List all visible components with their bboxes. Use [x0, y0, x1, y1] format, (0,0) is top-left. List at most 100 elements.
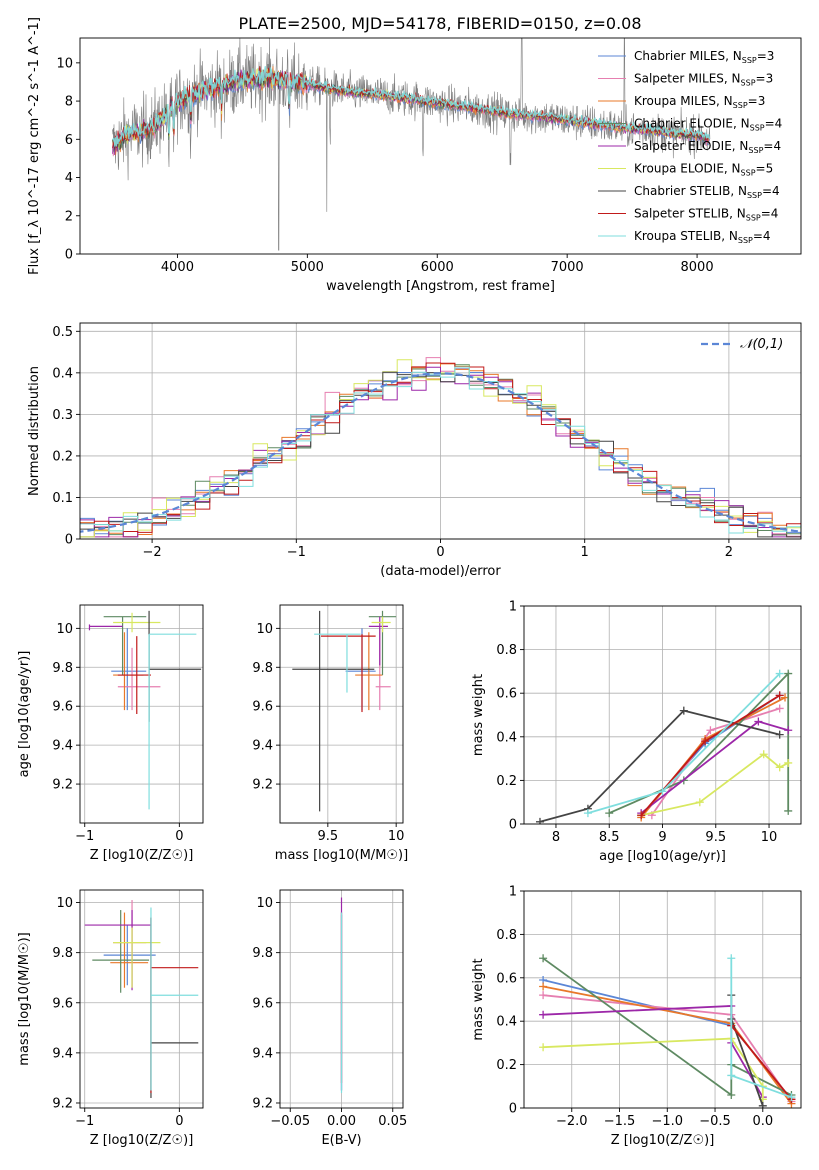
- y-tick-label: 9.4: [252, 1046, 273, 1061]
- legend-label: Chabrier ELODIE, NSSP=4: [634, 117, 782, 133]
- plus-marker: [539, 991, 548, 1000]
- plot-area: [80, 357, 801, 538]
- plus-marker: [637, 811, 646, 820]
- y-axis-label: mass weight: [471, 958, 486, 1040]
- x-tick-label: 0.05: [378, 1114, 407, 1129]
- plus-marker: [679, 706, 688, 715]
- plus-marker: [775, 669, 784, 678]
- plus-marker: [583, 809, 592, 818]
- legend-label: 𝒩(0,1): [740, 337, 783, 352]
- mass-weight-line: [543, 1037, 764, 1100]
- plus-marker: [787, 1093, 796, 1102]
- plot-area: [292, 610, 397, 812]
- panel-spectrum: 4000 5000 6000 7000 8000 0 2 4 6 8 10 wavelength [A…: [27, 17, 802, 294]
- legend-label: Kroupa MILES, NSSP=3: [634, 94, 765, 110]
- y-tick-label: 6: [65, 133, 73, 148]
- plus-marker: [539, 1043, 548, 1052]
- x-axis-label: age [log10(age/yr)]: [599, 849, 726, 864]
- plus-marker: [701, 737, 710, 746]
- plus-marker: [706, 726, 715, 735]
- y-tick-label: 0.2: [52, 449, 73, 464]
- plus-marker: [658, 787, 667, 796]
- y-tick-label: 2: [65, 209, 73, 224]
- axes-frame: [79, 604, 204, 824]
- plot-area: [111, 38, 711, 251]
- y-tick-label: 0.4: [496, 1015, 517, 1030]
- plus-marker: [784, 726, 793, 735]
- x-tick-label: −1: [75, 829, 94, 844]
- x-axis-label: Z [log10(Z/Z☉)]: [90, 848, 194, 863]
- axes-frame: [79, 37, 802, 255]
- panel-residuals: −2 −1 0 1 2 0 0.1 0.2 0.3 0.4 0.5 (data-model)/erro…: [27, 322, 802, 579]
- x-tick-label: −1.5: [604, 1114, 636, 1129]
- plus-marker: [775, 691, 784, 700]
- x-tick-label: 5000: [291, 260, 324, 275]
- x-axis-label: (data-model)/error: [380, 564, 501, 579]
- y-tick-label: 9.8: [52, 946, 73, 961]
- y-tick-label: 9.4: [52, 1046, 73, 1061]
- x-tick-label: 10: [761, 830, 778, 845]
- y-tick-label: 9.2: [252, 778, 273, 793]
- y-axis-label: age [log10(age/yr)]: [17, 651, 32, 778]
- plus-marker: [539, 954, 548, 963]
- y-tick-label: 0.8: [496, 928, 517, 943]
- observed-spectrum-line: [112, 38, 711, 251]
- panel-mass-vs-Z: −1 0 9.2 9.4 9.6 9.8 10 Z [log10(Z/Z☉)] mass [lo…: [17, 889, 204, 1148]
- y-axis-label: Normed distribution: [27, 366, 42, 496]
- y-tick-label: 9.4: [52, 739, 73, 754]
- x-tick-label: 8: [552, 830, 560, 845]
- model-spectrum-line: [111, 66, 711, 147]
- x-tick-label: 0: [175, 1114, 183, 1129]
- plus-marker: [775, 704, 784, 713]
- panel-weight-vs-Z: −2.0 −1.5 −1.0 −0.5 0.0 0 0.2 0.4 0.6 0.8 1 Z [log1…: [471, 885, 802, 1148]
- y-tick-label: 0.6: [496, 687, 517, 702]
- y-tick-label: 10: [56, 622, 73, 637]
- x-tick-label: 0: [436, 545, 444, 560]
- y-tick-label: 0.3: [52, 408, 73, 423]
- x-axis-label: E(B-V): [321, 1133, 361, 1148]
- y-tick-label: 0: [509, 1102, 517, 1117]
- y-tick-label: 9.8: [252, 661, 273, 676]
- x-axis-label: wavelength [Angstrom, rest frame]: [326, 279, 555, 294]
- plus-marker: [784, 669, 793, 678]
- plus-marker: [727, 1090, 736, 1099]
- plus-marker: [727, 1071, 736, 1080]
- x-tick-label: 6000: [421, 260, 454, 275]
- plus-marker: [539, 1010, 548, 1019]
- x-tick-label: 10: [388, 829, 405, 844]
- legend-label: Kroupa ELODIE, NSSP=5: [634, 162, 773, 178]
- plus-marker: [695, 798, 704, 807]
- residual-histogram-step: [80, 366, 801, 538]
- plus-marker: [758, 1101, 767, 1108]
- panel-weight-vs-age: 8 8.5 9 9.5 10 0 0.2 0.4 0.6 0.8 1 age [log10(age/y…: [471, 600, 802, 864]
- axes-frame: [523, 890, 802, 1109]
- y-tick-label: 9.4: [252, 739, 273, 754]
- x-tick-label: 8000: [681, 260, 714, 275]
- y-tick-label: 8: [65, 95, 73, 110]
- y-tick-label: 10: [256, 896, 273, 911]
- figure-title: PLATE=2500, MJD=54178, FIBERID=0150, z=0…: [238, 14, 641, 33]
- y-axis-label: mass [log10(M/M☉)]: [17, 932, 32, 1065]
- y-tick-label: 1: [509, 885, 517, 900]
- plus-marker: [754, 717, 763, 726]
- plus-marker: [605, 809, 614, 818]
- y-tick-label: 9.2: [252, 1096, 273, 1111]
- y-tick-label: 0: [65, 533, 73, 548]
- plot-area: [84, 900, 199, 1098]
- y-tick-label: 0: [509, 818, 517, 833]
- plus-marker: [539, 982, 548, 991]
- mass-weight-line: [587, 672, 781, 814]
- y-axis-label: Flux [f_λ 10^-17 erg cm^-2 s^-1 A^-1]: [27, 17, 42, 275]
- x-tick-label: 2: [725, 545, 733, 560]
- x-tick-label: 0.00: [327, 1114, 356, 1129]
- x-tick-label: −2: [143, 545, 162, 560]
- y-tick-label: 10: [56, 896, 73, 911]
- y-tick-label: 10: [56, 56, 73, 71]
- legend-label: Salpeter STELIB, NSSP=4: [634, 207, 778, 223]
- legend: Chabrier MILES, NSSP=3 Salpeter MILES, NS…: [598, 49, 782, 245]
- x-tick-label: 9.5: [317, 829, 338, 844]
- plus-marker: [775, 730, 784, 739]
- plus-marker: [535, 817, 544, 824]
